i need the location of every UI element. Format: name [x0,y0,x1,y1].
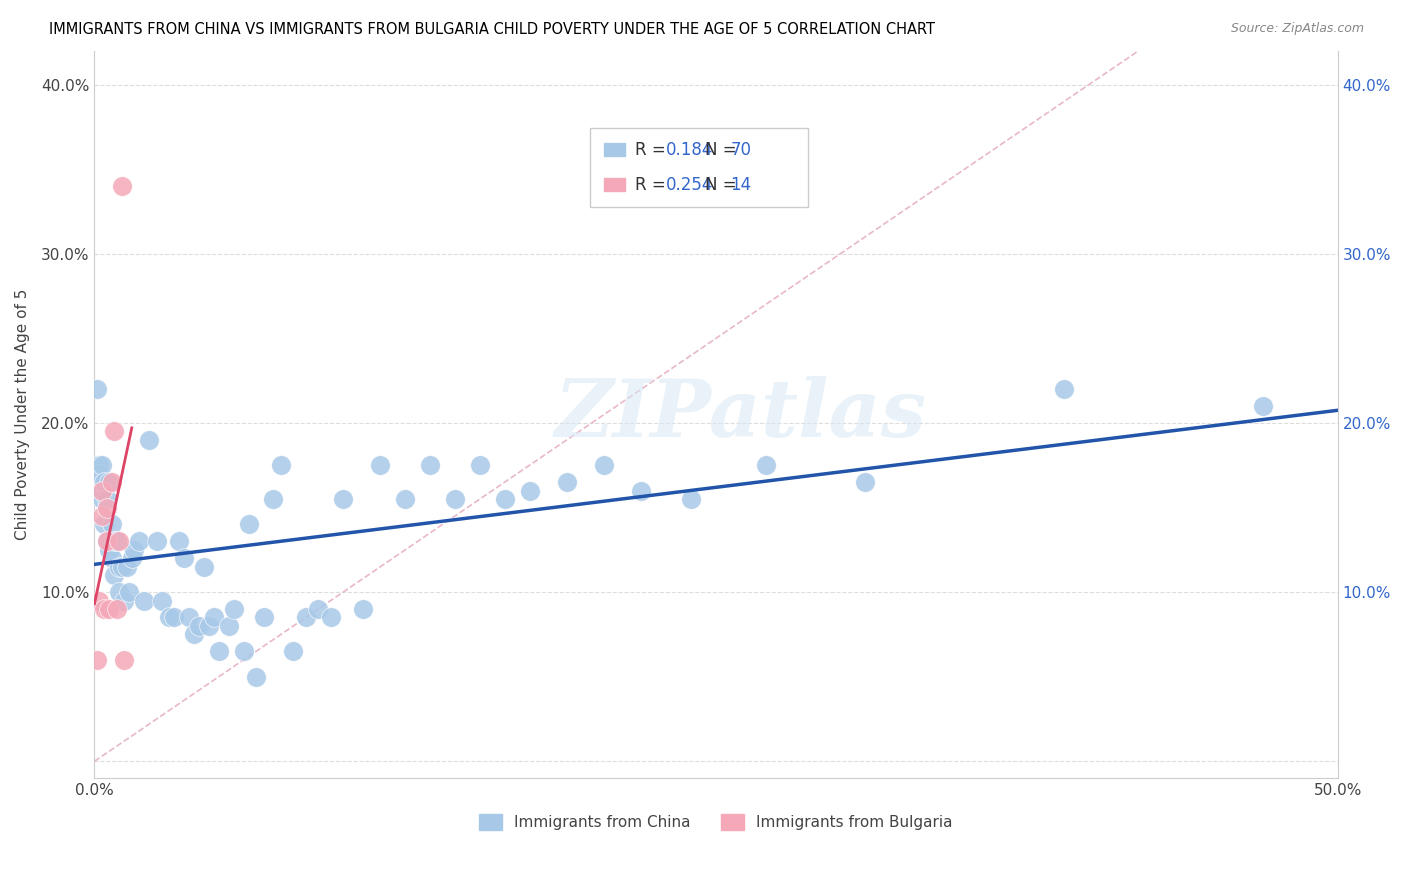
Point [755,458,778,473]
Point [101,475,124,490]
Point [108,559,131,574]
Point [593,458,616,473]
Point [128,534,150,549]
Text: 0.184: 0.184 [666,141,713,159]
Point [98,475,121,490]
Point [370,458,392,473]
Text: N =: N = [706,141,742,159]
Point [103,568,125,582]
Y-axis label: Child Poverty Under the Age of 5: Child Poverty Under the Age of 5 [15,289,30,541]
Point [270,458,292,473]
Point [101,551,124,566]
Point [468,458,491,473]
Text: Source: ZipAtlas.com: Source: ZipAtlas.com [1230,22,1364,36]
Point [93,475,115,490]
Legend: Immigrants from China, Immigrants from Bulgaria: Immigrants from China, Immigrants from B… [472,808,959,836]
Point [90,483,112,498]
Point [494,491,516,506]
Point [90,483,112,498]
Point [121,551,143,566]
Point [853,475,876,490]
Point [1053,382,1076,396]
Point [105,534,128,549]
Point [89,458,111,473]
Point [252,610,274,624]
Point [145,534,167,549]
Point [103,534,125,549]
Point [98,542,121,557]
Point [283,644,305,658]
Point [96,534,118,549]
Point [208,644,231,658]
Point [138,433,160,447]
Point [96,500,118,515]
Text: IMMIGRANTS FROM CHINA VS IMMIGRANTS FROM BULGARIA CHILD POVERTY UNDER THE AGE OF: IMMIGRANTS FROM CHINA VS IMMIGRANTS FROM… [49,22,935,37]
Point [86,653,108,667]
Point [238,517,260,532]
Point [263,491,285,506]
Point [295,610,318,624]
Point [90,458,112,473]
Point [1251,399,1274,413]
Point [394,491,416,506]
Point [118,585,141,599]
Point [101,517,124,532]
Point [89,467,111,481]
Point [519,483,541,498]
Point [177,610,200,624]
Point [232,644,254,658]
Point [332,491,354,506]
Point [103,425,125,439]
Text: R =: R = [636,141,671,159]
Point [90,508,112,523]
Text: 14: 14 [731,176,752,194]
Point [115,559,138,574]
Point [163,610,186,624]
Point [150,593,173,607]
Point [222,602,245,616]
Point [183,627,205,641]
Point [108,534,131,549]
Point [98,602,121,616]
Point [681,491,703,506]
Point [111,179,134,194]
Point [218,619,240,633]
Point [93,517,115,532]
Point [105,602,128,616]
Point [89,593,111,607]
Point [108,585,131,599]
Point [419,458,441,473]
Point [555,475,578,490]
Point [444,491,467,506]
Point [90,491,112,506]
Point [112,653,135,667]
Text: 0.254: 0.254 [666,176,713,194]
Point [319,610,342,624]
Point [173,551,195,566]
Text: N =: N = [706,176,742,194]
Point [96,491,118,506]
Point [630,483,652,498]
Text: R =: R = [636,176,671,194]
Point [167,534,190,549]
Point [352,602,374,616]
Point [112,593,135,607]
Point [93,602,115,616]
Point [96,534,118,549]
Point [198,619,221,633]
Text: 70: 70 [731,141,751,159]
Point [307,602,329,616]
Point [111,559,134,574]
Point [187,619,209,633]
Point [245,670,267,684]
Text: ZIPatlas: ZIPatlas [555,376,927,453]
Point [86,382,108,396]
Point [122,542,145,557]
Point [157,610,180,624]
Point [134,593,156,607]
Point [193,559,215,574]
Point [202,610,225,624]
